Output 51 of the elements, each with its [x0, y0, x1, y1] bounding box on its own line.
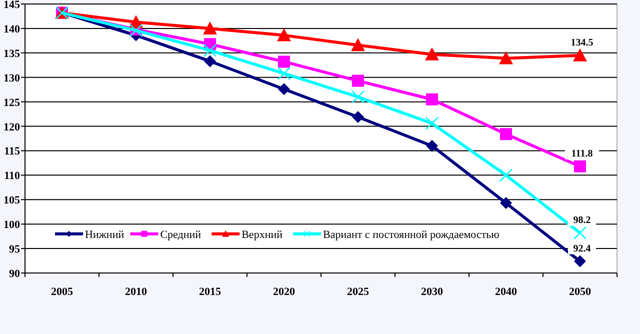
point: [203, 44, 217, 58]
point: [425, 116, 439, 130]
point: [426, 140, 438, 152]
point: [425, 47, 439, 60]
point: [204, 55, 216, 68]
point: [574, 160, 586, 172]
point: [352, 74, 364, 87]
point: [277, 28, 291, 42]
x-tick-label: 2040: [495, 286, 518, 298]
point: [573, 226, 587, 240]
y-tick-label: 105: [4, 194, 20, 207]
point: [426, 93, 438, 106]
x-tick-label: 2030: [421, 286, 444, 298]
data-label: 134.5: [570, 37, 594, 48]
point: [351, 90, 365, 104]
point: [277, 66, 291, 80]
point: [203, 21, 217, 34]
data-label: 111.8: [571, 148, 593, 160]
data-label: 92.4: [573, 243, 591, 254]
y-tick-label: 130: [4, 72, 20, 84]
y-tick-label: 110: [4, 170, 20, 182]
point: [574, 255, 586, 268]
y-tick-label: 125: [4, 96, 20, 109]
point: [278, 83, 290, 96]
legend-label: Нижний: [85, 228, 124, 241]
legend-label: Верхний: [242, 228, 283, 241]
x-tick-label: 2010: [125, 286, 148, 298]
point: [500, 197, 512, 210]
point: [351, 38, 365, 52]
y-tick-label: 100: [4, 219, 20, 232]
point: [500, 128, 512, 140]
point: [499, 168, 513, 182]
legend-label: Средний: [160, 228, 202, 241]
point: [499, 51, 513, 64]
y-tick-label: 120: [4, 121, 20, 134]
data-label: 98.2: [573, 214, 591, 226]
x-tick-label: 2015: [199, 286, 222, 298]
y-tick-label: 140: [4, 23, 20, 36]
x-tick-label: 2005: [51, 286, 74, 298]
y-tick-label: 135: [4, 48, 20, 60]
y-tick-label: 95: [9, 244, 20, 256]
point: [573, 48, 587, 62]
x-tick-label: 2050: [569, 286, 592, 298]
point: [352, 110, 364, 123]
point: [278, 56, 290, 68]
y-tick-label: 115: [4, 146, 20, 158]
x-tick-label: 2025: [347, 286, 370, 298]
y-tick-label: 145: [4, 0, 20, 11]
legend-label: Вариант с постоянной рождаемостью: [323, 228, 500, 241]
x-tick-label: 2020: [273, 286, 296, 298]
y-tick-label: 90: [9, 268, 20, 280]
